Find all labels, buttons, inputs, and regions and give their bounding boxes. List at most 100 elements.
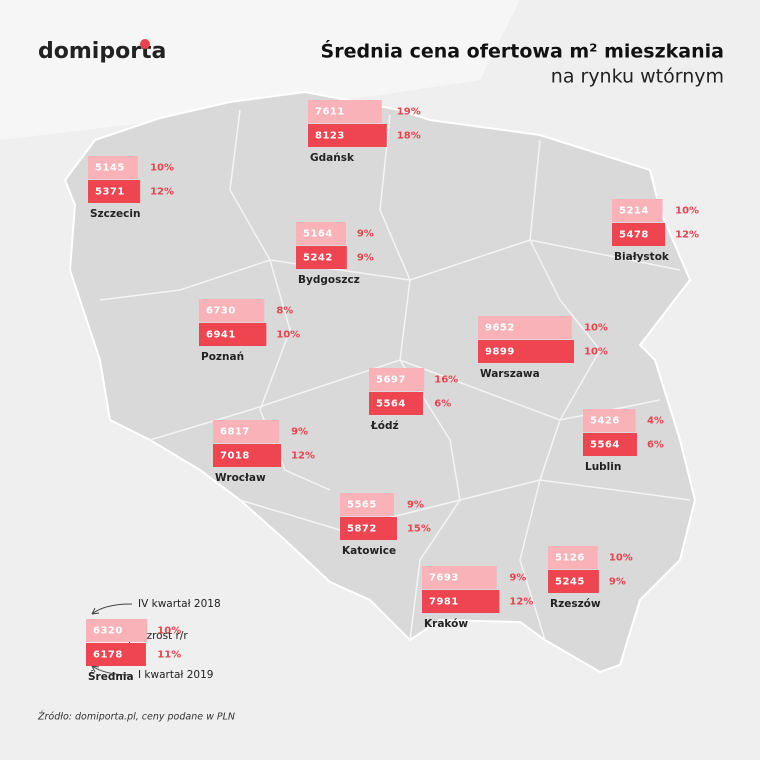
- value-q4: 7693: [429, 573, 459, 584]
- city-name: Wrocław: [215, 472, 266, 484]
- value-q1: 8123: [315, 131, 345, 142]
- value-q1: 9899: [485, 347, 515, 358]
- change-q1: 15%: [407, 524, 431, 535]
- bar-q4: [422, 566, 497, 589]
- sea: [0, 0, 520, 140]
- change-q4: 19%: [397, 107, 421, 118]
- change-q1: 12%: [509, 597, 533, 608]
- bar-q4: [612, 199, 663, 222]
- city-name: Katowice: [342, 545, 396, 557]
- value-q1: 5245: [555, 577, 585, 588]
- bar-q4: [213, 420, 280, 443]
- bar-q1: [612, 223, 666, 246]
- change-q4: 9%: [509, 573, 526, 584]
- change-q1: 11%: [157, 650, 181, 661]
- bar-q1: [296, 246, 347, 269]
- legend-q1: I kwartał 2019: [138, 669, 213, 681]
- bar-q4: [548, 546, 598, 569]
- change-q1: 9%: [357, 253, 374, 264]
- city-name: Gdańsk: [310, 152, 355, 164]
- value-q1: 5242: [303, 253, 333, 264]
- logo-pin: [140, 39, 150, 49]
- change-q1: 10%: [276, 330, 300, 341]
- bar-q4: [88, 156, 138, 179]
- bar-q1: [583, 433, 637, 456]
- bar-q1: [86, 643, 146, 666]
- value-q4: 5697: [376, 375, 406, 386]
- city-name: Lublin: [585, 461, 621, 473]
- change-q1: 10%: [584, 347, 608, 358]
- change-q4: 16%: [434, 375, 458, 386]
- bar-q1: [199, 323, 267, 346]
- bar-q1: [340, 517, 397, 540]
- city-name: Szczecin: [90, 208, 140, 220]
- value-q4: 6817: [220, 427, 250, 438]
- change-q4: 8%: [276, 306, 293, 317]
- city-name: Warszawa: [480, 368, 540, 380]
- value-q4: 5426: [590, 416, 620, 427]
- value-q4: 9652: [485, 323, 515, 334]
- change-q1: 18%: [397, 131, 421, 142]
- value-q1: 6178: [93, 650, 123, 661]
- city-name: Bydgoszcz: [298, 274, 360, 286]
- value-q1: 5564: [590, 440, 620, 451]
- bar-q4: [369, 368, 425, 391]
- change-q4: 10%: [584, 323, 608, 334]
- change-q1: 12%: [675, 230, 699, 241]
- bar-q1: [88, 180, 141, 203]
- value-q1: 6941: [206, 330, 236, 341]
- value-q4: 5126: [555, 553, 585, 564]
- change-q4: 4%: [647, 416, 664, 427]
- value-q1: 7018: [220, 451, 250, 462]
- change-q1: 6%: [434, 399, 451, 410]
- bar-q4: [340, 493, 394, 516]
- value-q4: 5565: [347, 500, 377, 511]
- change-q1: 9%: [609, 577, 626, 588]
- city-name: Średnia: [88, 670, 134, 683]
- change-q1: 6%: [647, 440, 664, 451]
- bar-q1: [422, 590, 500, 613]
- city-name: Kraków: [424, 618, 468, 630]
- value-q4: 5164: [303, 229, 333, 240]
- change-q4: 10%: [609, 553, 633, 564]
- bar-q1: [548, 570, 599, 593]
- value-q4: 5145: [95, 163, 125, 174]
- bar-q4: [86, 619, 148, 642]
- bar-q1: [308, 124, 387, 147]
- bar-q4: [199, 299, 265, 322]
- value-q4: 7611: [315, 107, 345, 118]
- value-q4: 6730: [206, 306, 236, 317]
- value-q1: 7981: [429, 597, 459, 608]
- change-q4: 9%: [407, 500, 424, 511]
- change-q1: 12%: [291, 451, 315, 462]
- value-q1: 5564: [376, 399, 406, 410]
- title: Średnia cena ofertowa m² mieszkania: [321, 39, 724, 63]
- bar-q4: [296, 222, 347, 245]
- change-q4: 9%: [291, 427, 308, 438]
- value-q1: 5872: [347, 524, 377, 535]
- bar-q1: [369, 392, 423, 415]
- legend-change: wzrost r/r: [138, 630, 188, 642]
- bar-q1: [478, 340, 575, 363]
- bar-q4: [308, 100, 382, 123]
- value-q4: 6320: [93, 626, 123, 637]
- city-name: Białystok: [614, 251, 670, 263]
- value-q4: 5214: [619, 206, 649, 217]
- city-name: Łódź: [370, 420, 399, 432]
- value-q1: 5478: [619, 230, 649, 241]
- city-name: Poznań: [201, 351, 244, 363]
- source: Źródło: domiporta.pl, ceny podane w PLN: [37, 711, 235, 723]
- change-q4: 10%: [675, 206, 699, 217]
- value-q1: 5371: [95, 187, 125, 198]
- city-name: Rzeszów: [550, 598, 601, 610]
- bar-q1: [213, 444, 282, 467]
- subtitle: na rynku wtórnym: [551, 66, 724, 88]
- legend-q4: IV kwartał 2018: [138, 598, 221, 610]
- change-q4: 10%: [150, 163, 174, 174]
- change-q1: 12%: [150, 187, 174, 198]
- bar-q4: [583, 409, 636, 432]
- bar-q4: [478, 316, 572, 339]
- change-q4: 10%: [157, 626, 181, 637]
- change-q4: 9%: [357, 229, 374, 240]
